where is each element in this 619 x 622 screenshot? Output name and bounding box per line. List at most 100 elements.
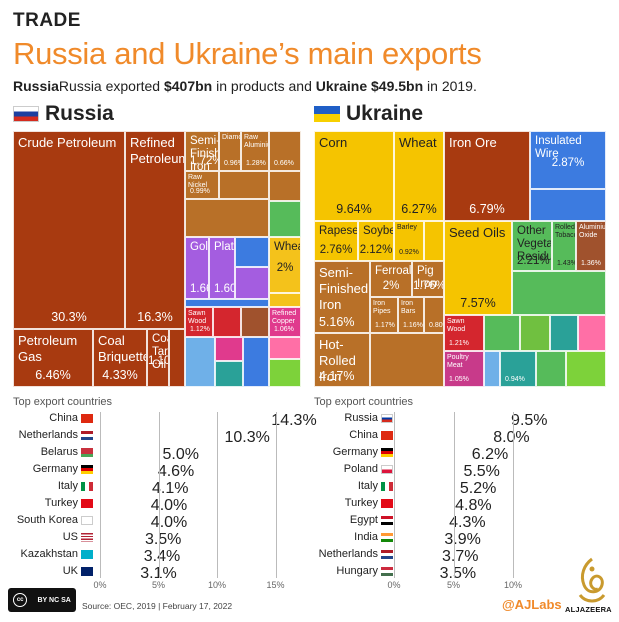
russia-country-name: UK xyxy=(62,565,78,577)
russia-country-name: South Korea xyxy=(16,514,78,526)
ukraine-tile-value: 4.17% xyxy=(319,369,355,383)
russia-bar-value: 5.0% xyxy=(162,446,199,463)
ukraine-x-tick: 0% xyxy=(387,580,401,590)
ukraine-country-flag-icon xyxy=(381,550,393,559)
ukraine-tile-label: Poultry Meat xyxy=(447,354,469,369)
russia-tile-label: Raw Nickel xyxy=(188,174,208,189)
ukraine-tile-value: 1.76% xyxy=(413,280,444,292)
russia-tile-value: 0.99% xyxy=(190,188,210,195)
ukraine-country-name: Russia xyxy=(344,412,378,424)
russia-tile-minor xyxy=(219,171,269,199)
ukraine-tile-minor xyxy=(536,351,566,387)
ukraine-tile-value: 2% xyxy=(382,280,400,292)
ukraine-country-name: Turkey xyxy=(344,497,378,509)
ukraine-tile: Aluminium Oxide 1.36% xyxy=(576,221,606,271)
russia-tile: Raw Aluminium 1.28% xyxy=(241,131,269,171)
ukraine-country-name: Hungary xyxy=(336,565,378,577)
russia-bar-value: 3.4% xyxy=(143,548,181,565)
cc-icon: cc xyxy=(13,593,28,607)
ukraine-tile: Other Vegetable Residues2.21% xyxy=(512,221,552,271)
russia-tile-label: Gold xyxy=(190,241,208,253)
russia-bar-row: Kazakhstan xyxy=(0,548,78,562)
russia-tile: Sawn Wood 1.12% xyxy=(185,307,213,337)
russia-gridline xyxy=(100,412,101,578)
ukraine-x-tick: 10% xyxy=(503,580,523,590)
russia-tile: Refined Petroleum 16.3% xyxy=(125,131,185,329)
ukraine-bar-chart: Russia 9.5% China 8.0% Germany 6.2% Poland 5.5%… xyxy=(300,412,610,592)
ukraine-tile-label: Iron Bars xyxy=(401,300,416,315)
ukraine-tile: Corn 9.64% xyxy=(314,131,394,221)
cc-license-badge: cc BY NC SA xyxy=(8,588,76,612)
ukraine-tile: Seed Oils 7.57% xyxy=(444,221,512,315)
ukraine-tile-value: 1.43% xyxy=(557,260,576,267)
ukraine-tile-minor xyxy=(370,333,444,387)
ukraine-treemap: Corn 9.64% Wheat 6.27% Rapeseed 2.76% Soybeans… xyxy=(314,131,606,387)
ukraine-country-flag-icon xyxy=(381,482,393,491)
russia-tile-value: 1.12% xyxy=(190,326,210,333)
ukraine-bar-value: 4.3% xyxy=(449,514,486,531)
ukraine-tile: Soybeans 2.12% xyxy=(358,221,394,261)
ukraine-tile: Iron Bars 1.16% xyxy=(398,297,424,333)
ukraine-tile: Iron Pipes 1.17% xyxy=(370,297,398,333)
ukraine-tile: Rolled Tobacco 1.43% xyxy=(552,221,576,271)
russia-tile-label: Semi-Finished Iron xyxy=(190,135,219,171)
russia-country-flag-icon xyxy=(81,414,93,423)
russia-tile-value: 1.60% xyxy=(214,283,234,295)
russia-country-name: Turkey xyxy=(44,497,78,509)
ukraine-tile-value: 2.12% xyxy=(359,244,393,256)
ukraine-tile-value: 0.94% xyxy=(505,376,525,383)
russia-tile-value: 30.3% xyxy=(51,310,87,324)
ukraine-tile-value: 9.64% xyxy=(336,202,372,216)
aljazeera-logo-icon xyxy=(578,557,606,603)
source-note: Source: OEC, 2019 | February 17, 2022 xyxy=(82,601,233,611)
russia-tile-minor xyxy=(235,237,269,267)
subtitle-ru-name: Russia xyxy=(13,78,59,94)
ukraine-tile-minor xyxy=(530,189,606,221)
russia-tile: Refined Copper 1.06% xyxy=(269,307,301,337)
ukraine-gridline xyxy=(513,412,514,578)
ukraine-country-flag-icon xyxy=(381,499,393,508)
russia-tile-value: 1.72% xyxy=(190,155,218,167)
ukraine-tile: Rapeseed 2.76% xyxy=(314,221,358,261)
ukraine-tile-label: Hot-Rolled Iron xyxy=(319,337,356,384)
russia-country-flag-icon xyxy=(81,482,93,491)
ukraine-country-name: Netherlands xyxy=(318,548,378,560)
page-title: Russia and Ukraine’s main exports xyxy=(13,36,482,71)
russia-tile-minor xyxy=(269,171,301,201)
subtitle-ua-name: Ukraine xyxy=(315,78,368,94)
ukraine-country-name: India xyxy=(354,531,378,543)
russia-country-name: Germany xyxy=(32,463,78,475)
russia-bar-row: Belarus xyxy=(0,446,78,460)
ukraine-gridline xyxy=(394,412,395,578)
ukraine-tile: Hot-Rolled Iron 4.17% xyxy=(314,333,370,387)
ukraine-tile-value: 1.05% xyxy=(449,376,469,383)
russia-flag-icon xyxy=(13,106,39,122)
ukraine-tile: 0.94% xyxy=(500,351,536,387)
subtitle-post: in 2019. xyxy=(423,78,477,94)
russia-country-flag-icon xyxy=(81,465,93,474)
subtitle-ua-value: $49.5bn xyxy=(371,78,424,94)
russia-country-flag-icon xyxy=(81,431,93,440)
russia-tile-label: Sawn Wood xyxy=(188,310,207,325)
russia-country-name: China xyxy=(49,412,78,424)
ukraine-tile-label: Barley xyxy=(397,224,417,231)
russia-country-name: Netherlands xyxy=(18,429,78,441)
russia-tile-value: 4.33% xyxy=(102,368,138,382)
russia-tile-label: Petroleum Gas xyxy=(18,333,78,364)
russia-country-name: Belarus xyxy=(40,446,78,458)
ukraine-bar-value: 6.2% xyxy=(471,446,509,463)
ukraine-tile-minor xyxy=(484,315,520,351)
ukraine-bar-row: Italy xyxy=(300,480,378,494)
russia-bar-value: 14.3% xyxy=(271,412,317,429)
ukraine-tile-minor xyxy=(424,221,444,261)
subtitle-mid: in products and xyxy=(212,78,316,94)
ukraine-tile: Semi-Finished Iron 5.16% xyxy=(314,261,370,333)
ukraine-gridline xyxy=(453,412,455,578)
russia-tile-label: Crude Petroleum xyxy=(18,135,117,150)
russia-country-name: Kazakhstan xyxy=(20,548,78,560)
russia-tile-minor xyxy=(215,361,243,387)
ukraine-country-flag-icon xyxy=(381,533,393,542)
russia-tile-label: Wheat xyxy=(274,241,300,253)
subtitle: RussiaRussia exported $407bn in products… xyxy=(13,78,477,94)
russia-tile-minor xyxy=(269,337,301,359)
